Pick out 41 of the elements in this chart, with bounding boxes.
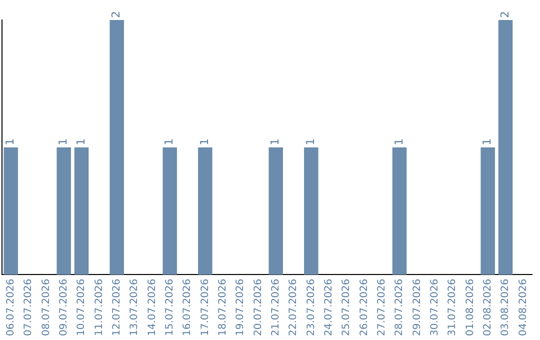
data-label: 1 [304, 138, 318, 146]
x-tick-label: 16.07.2026 [182, 278, 194, 336]
x-tick-label: 04.08.2026 [518, 278, 529, 336]
x-tick-label: 17.07.2026 [200, 278, 211, 336]
x-tick-label: 06.07.2026 [5, 278, 16, 336]
x-tick-label: 14.07.2026 [146, 278, 158, 336]
x-tick-label: 19.07.2026 [235, 278, 246, 336]
x-tick-label: 11.07.2026 [94, 278, 105, 336]
x-tick-label: 21.07.2026 [270, 278, 282, 336]
x-tick-label: 28.07.2026 [394, 278, 406, 336]
x-tick-label: 25.07.2026 [341, 278, 352, 336]
x-tick-label: 20.07.2026 [252, 278, 264, 336]
x-tick-label: 15.07.2026 [164, 278, 176, 336]
x-tick-label: 02.08.2026 [482, 278, 494, 336]
x-tick-label: 31.07.2026 [447, 278, 458, 336]
data-label: 1 [74, 138, 88, 146]
x-tick-label: 18.07.2026 [217, 278, 228, 336]
data-label: 2 [110, 11, 123, 18]
x-tick-label: 08.07.2026 [40, 278, 52, 336]
x-tick-label: 07.07.2026 [23, 278, 34, 336]
x-tick-label: 24.07.2026 [323, 278, 334, 336]
data-label: 1 [268, 138, 282, 146]
x-tick-label: 26.07.2026 [358, 278, 370, 336]
x-tick-label: 23.07.2026 [306, 278, 317, 336]
x-tick-label: 22.07.2026 [288, 278, 300, 336]
data-label: 1 [56, 138, 70, 146]
x-tick-label: 12.07.2026 [111, 278, 122, 336]
x-tick-label: 13.07.2026 [129, 278, 140, 336]
x-tick-label: 09.07.2026 [58, 278, 70, 336]
x-tick-label: 30.07.2026 [429, 278, 440, 336]
data-label: 1 [4, 138, 17, 146]
data-label: 2 [498, 11, 512, 18]
data-label: 1 [198, 138, 212, 146]
data-label: 1 [392, 138, 406, 146]
data-label: 1 [480, 138, 494, 146]
x-tick-label: 03.08.2026 [500, 278, 512, 336]
x-tick-label: 29.07.2026 [412, 278, 423, 336]
x-tick-label: 01.08.2026 [464, 278, 476, 336]
x-tick-label: 10.07.2026 [76, 278, 88, 336]
x-tick-label: 27.07.2026 [376, 278, 388, 336]
data-label: 1 [162, 138, 176, 146]
